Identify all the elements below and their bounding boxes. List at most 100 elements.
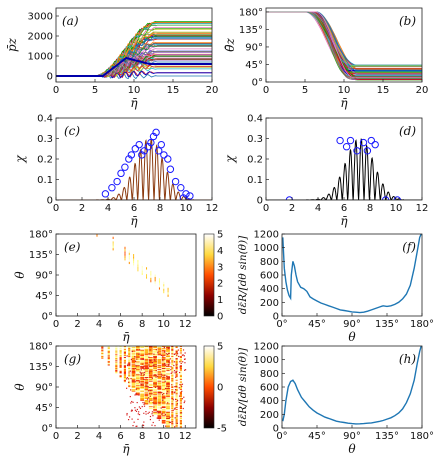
heat-cell xyxy=(161,346,166,348)
heat-speck xyxy=(155,376,157,378)
heat-cell xyxy=(148,371,153,373)
heat-cell xyxy=(96,234,98,237)
heat-cell xyxy=(161,406,166,408)
heat-speck xyxy=(152,364,154,367)
heat-cell xyxy=(153,405,157,407)
heat-cell xyxy=(124,249,126,252)
heat-cell xyxy=(140,356,145,358)
heat-speck xyxy=(174,398,177,400)
heat-speck xyxy=(183,355,185,357)
heat-cell xyxy=(119,371,122,373)
y-axis-label: dε̄R/[dθ sin(θ)] xyxy=(237,235,249,314)
heat-cell xyxy=(171,383,174,385)
heat-speck xyxy=(183,358,186,360)
heat-cell xyxy=(179,410,182,412)
heat-speck xyxy=(174,386,176,388)
heat-speck xyxy=(160,354,163,356)
heat-cell xyxy=(171,346,174,348)
heat-cell xyxy=(131,347,136,349)
heat-cell xyxy=(153,375,157,377)
heat-cell xyxy=(153,388,157,390)
heat-cell xyxy=(171,419,174,421)
heat-cell xyxy=(123,353,126,355)
heat-cell xyxy=(179,393,182,395)
heat-cell xyxy=(144,368,149,370)
heat-cell xyxy=(128,354,131,356)
heat-speck xyxy=(160,373,163,375)
heat-cell xyxy=(135,347,140,349)
heat-speck xyxy=(174,407,176,409)
heat-cell xyxy=(119,363,122,365)
heat-cell xyxy=(119,354,122,356)
heat-cell xyxy=(171,354,174,356)
heat-cell xyxy=(115,356,118,358)
data-point xyxy=(140,147,149,155)
y-tick-label: 135° xyxy=(29,362,53,373)
heat-cell xyxy=(128,386,131,388)
heat-cell xyxy=(175,411,178,413)
heat-cell xyxy=(171,376,174,378)
heat-speck xyxy=(153,353,155,355)
heat-cell xyxy=(135,366,140,368)
heat-cell xyxy=(131,379,136,381)
heat-cell xyxy=(166,384,170,386)
heat-cell xyxy=(157,412,162,414)
heat-cell xyxy=(123,368,126,370)
heat-speck xyxy=(127,363,129,365)
heat-speck xyxy=(145,384,147,386)
heat-cell xyxy=(112,245,114,249)
heat-cell xyxy=(131,387,136,388)
heat-cell xyxy=(153,395,157,397)
heat-cell xyxy=(161,361,166,363)
heat-cell xyxy=(153,409,157,411)
heat-cell xyxy=(131,390,136,392)
heat-speck xyxy=(180,412,183,414)
heat-cell xyxy=(115,357,118,359)
heat-cell xyxy=(140,383,145,385)
heat-speck xyxy=(153,383,155,385)
heat-speck xyxy=(175,364,177,366)
heat-cell xyxy=(157,347,162,349)
heat-cell xyxy=(115,364,118,366)
heat-cell xyxy=(161,400,166,402)
heat-cell xyxy=(157,403,162,405)
heat-cell xyxy=(166,397,170,399)
heat-cell xyxy=(123,346,126,348)
heat-cell xyxy=(135,395,140,397)
heat-cell xyxy=(153,349,157,351)
heat-cell xyxy=(153,403,157,405)
heat-cell xyxy=(153,364,157,366)
heat-cell xyxy=(107,360,110,362)
heat-cell xyxy=(128,370,131,372)
heat-cell xyxy=(161,397,166,399)
heat-cell xyxy=(179,384,182,386)
heat-cell xyxy=(135,381,140,383)
heat-cell xyxy=(128,375,131,377)
y-tick-label: 200 xyxy=(260,410,279,421)
heat-cell xyxy=(135,361,140,363)
heat-cell xyxy=(161,409,166,411)
heat-cell xyxy=(128,376,131,378)
heat-speck xyxy=(173,361,176,363)
y-axis-label: θ xyxy=(13,271,27,279)
heat-cell xyxy=(101,346,104,348)
heat-cell xyxy=(135,364,140,366)
heat-cell xyxy=(124,253,126,256)
heat-speck xyxy=(148,353,150,355)
heat-cell xyxy=(148,400,153,402)
heat-speck xyxy=(164,380,166,382)
heat-cell xyxy=(179,419,182,421)
x-tick-label: 135° xyxy=(375,431,399,442)
heat-cell xyxy=(119,356,122,358)
heat-cell xyxy=(123,356,126,358)
heat-cell xyxy=(153,406,157,408)
heat-cell xyxy=(175,346,178,347)
heat-cell xyxy=(179,404,182,406)
heat-cell xyxy=(140,354,145,356)
heat-cell xyxy=(175,357,178,359)
heat-cell xyxy=(157,392,162,394)
heat-cell xyxy=(171,407,174,409)
heat-cell xyxy=(135,353,140,355)
heat-cell xyxy=(157,390,162,392)
heat-cell xyxy=(157,382,162,384)
